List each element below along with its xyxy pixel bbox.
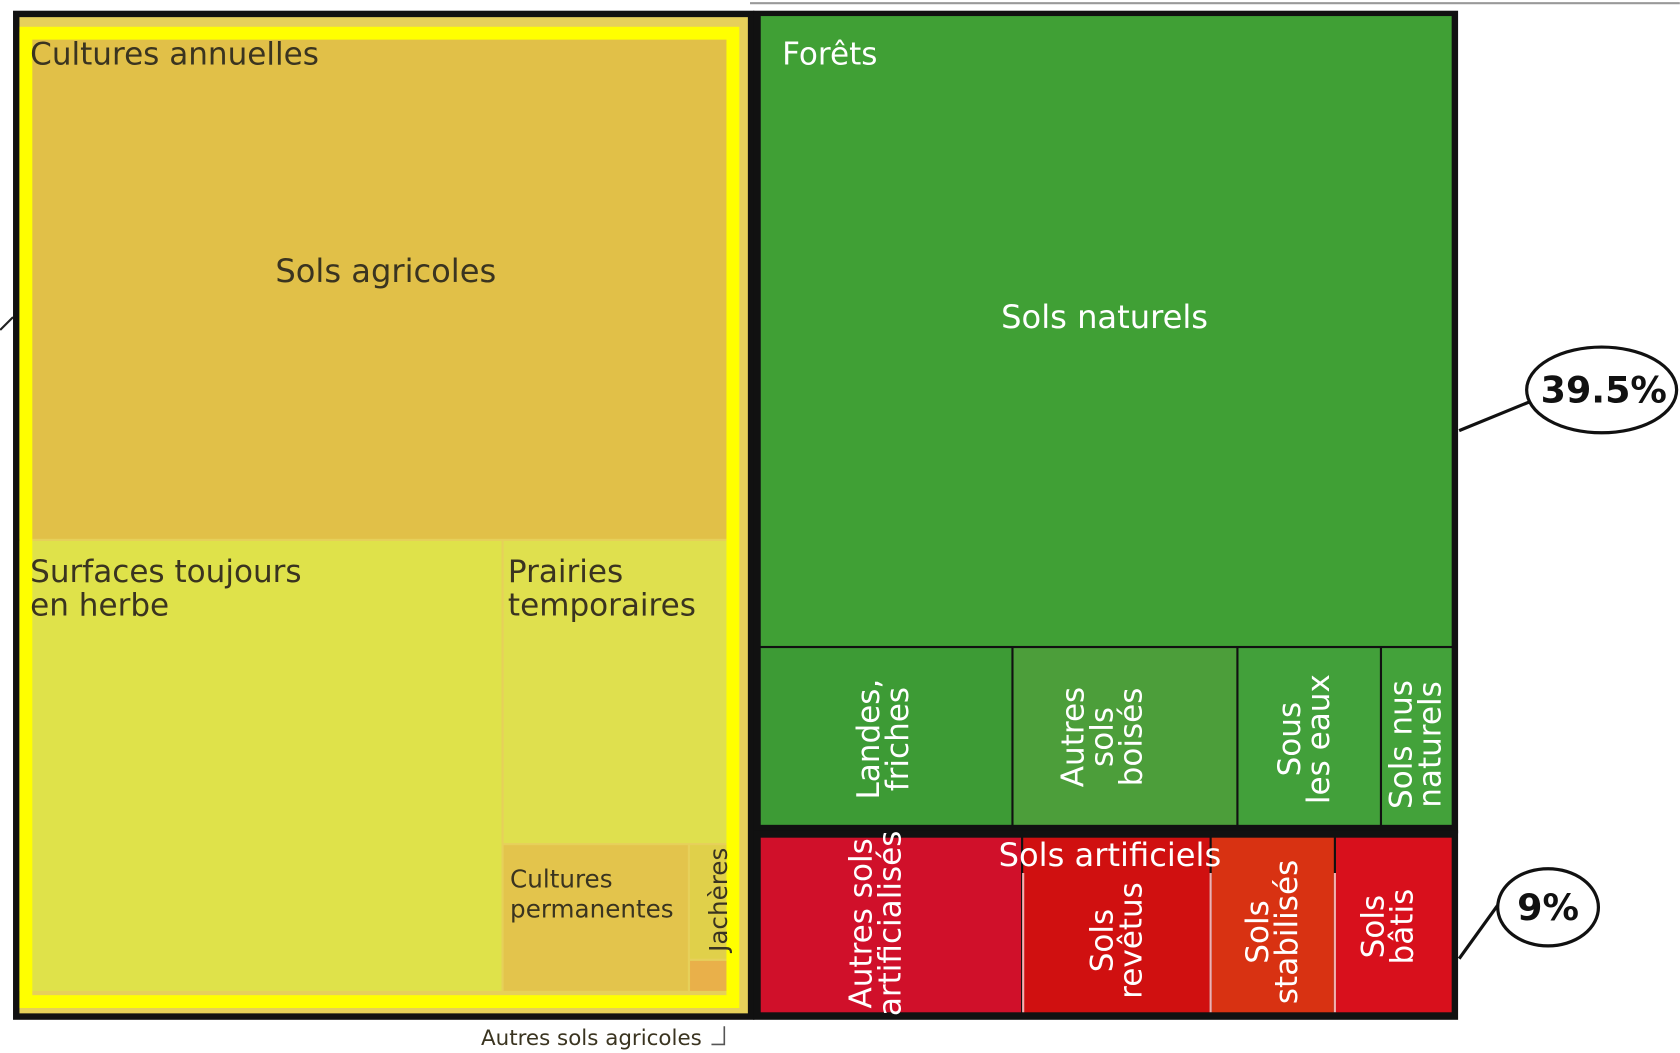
label-line: Prairies (508, 554, 623, 590)
label-line: stabilisés (1269, 860, 1305, 1004)
tile (760, 648, 1012, 825)
label-line: Sols (1240, 900, 1276, 964)
tile-label: Jachères (704, 848, 733, 954)
label-line: Cultures (510, 865, 612, 894)
label-line: Sols (1356, 895, 1392, 959)
tile (1382, 648, 1452, 825)
tile-label: Autressolsboisés (1056, 687, 1150, 787)
callout-bubble (1496, 867, 1601, 948)
callout-label: 39.5% (1541, 369, 1667, 412)
label-line: Autres (1056, 687, 1092, 787)
tile-label: Forêts (782, 37, 877, 73)
tile (19, 540, 502, 991)
tile (760, 16, 1452, 646)
label-line: Sous (1272, 702, 1308, 777)
callout-line (1457, 904, 1500, 960)
group-label: Sols naturels (1001, 298, 1208, 336)
label-line: boisés (1113, 688, 1149, 787)
tile-label: Solsbâtis (1356, 889, 1421, 965)
tile-label: Solsstabilisés (1240, 860, 1305, 1004)
tile (1335, 837, 1452, 1013)
tile-label: Prairies temporaires (508, 554, 696, 623)
annotation-bracket (711, 1026, 726, 1046)
tile (690, 845, 729, 959)
label-line: Sols (1085, 909, 1121, 973)
tile (1211, 837, 1334, 1013)
label-line: naturels (1412, 681, 1448, 808)
group-label: Sols agricoles (275, 252, 496, 290)
tile-label: Solsrevêtus (1085, 882, 1150, 999)
tile (1023, 837, 1210, 1013)
label-line: Landes, (851, 679, 887, 800)
tile-label: Autres solsartificialisés (843, 831, 908, 1017)
tile (19, 32, 729, 539)
label-line: permanentes (510, 895, 674, 924)
label-line: Sols nus (1383, 680, 1419, 809)
tile (503, 540, 729, 844)
label-line: friches (880, 687, 916, 791)
label-line: temporaires (508, 587, 696, 623)
tile (1013, 648, 1237, 825)
tile-label: Landes,friches (851, 679, 916, 800)
label-line: Forêts (782, 37, 877, 73)
tile (1238, 648, 1380, 825)
label-line: sols (1085, 707, 1121, 767)
tile (690, 960, 729, 991)
tile-label: Cultures permanentes (510, 865, 674, 924)
label-line: Surfaces toujours (30, 554, 301, 590)
label-line: revêtus (1113, 882, 1149, 999)
annotation: Autres sols agricoles (481, 1026, 702, 1051)
callout-bubble (1525, 345, 1679, 435)
group-label: Sols artificiels (999, 836, 1222, 874)
label-line: Autres sols agricoles (481, 1026, 702, 1051)
label-line: Autres sols (843, 838, 879, 1008)
label-line: les eaux (1301, 674, 1337, 804)
selection-highlight (19, 26, 740, 1009)
tile (503, 845, 688, 991)
label-line: Cultures annuelles (30, 37, 319, 73)
label-line: en herbe (30, 587, 169, 623)
tile-label: Sousles eaux (1272, 674, 1337, 804)
tile-label: Sols nusnaturels (1383, 680, 1448, 809)
tile-label: Surfaces toujours en herbe (30, 554, 301, 623)
left-connector (0, 316, 14, 331)
tile-label: Cultures annuelles (30, 37, 319, 73)
callout-line (1458, 400, 1531, 433)
tile (760, 837, 1022, 1013)
label-line: Jachères (704, 848, 733, 954)
label-line: artificialisés (872, 831, 908, 1017)
label-line: bâtis (1384, 889, 1420, 965)
callout-label: 9% (1517, 886, 1579, 929)
